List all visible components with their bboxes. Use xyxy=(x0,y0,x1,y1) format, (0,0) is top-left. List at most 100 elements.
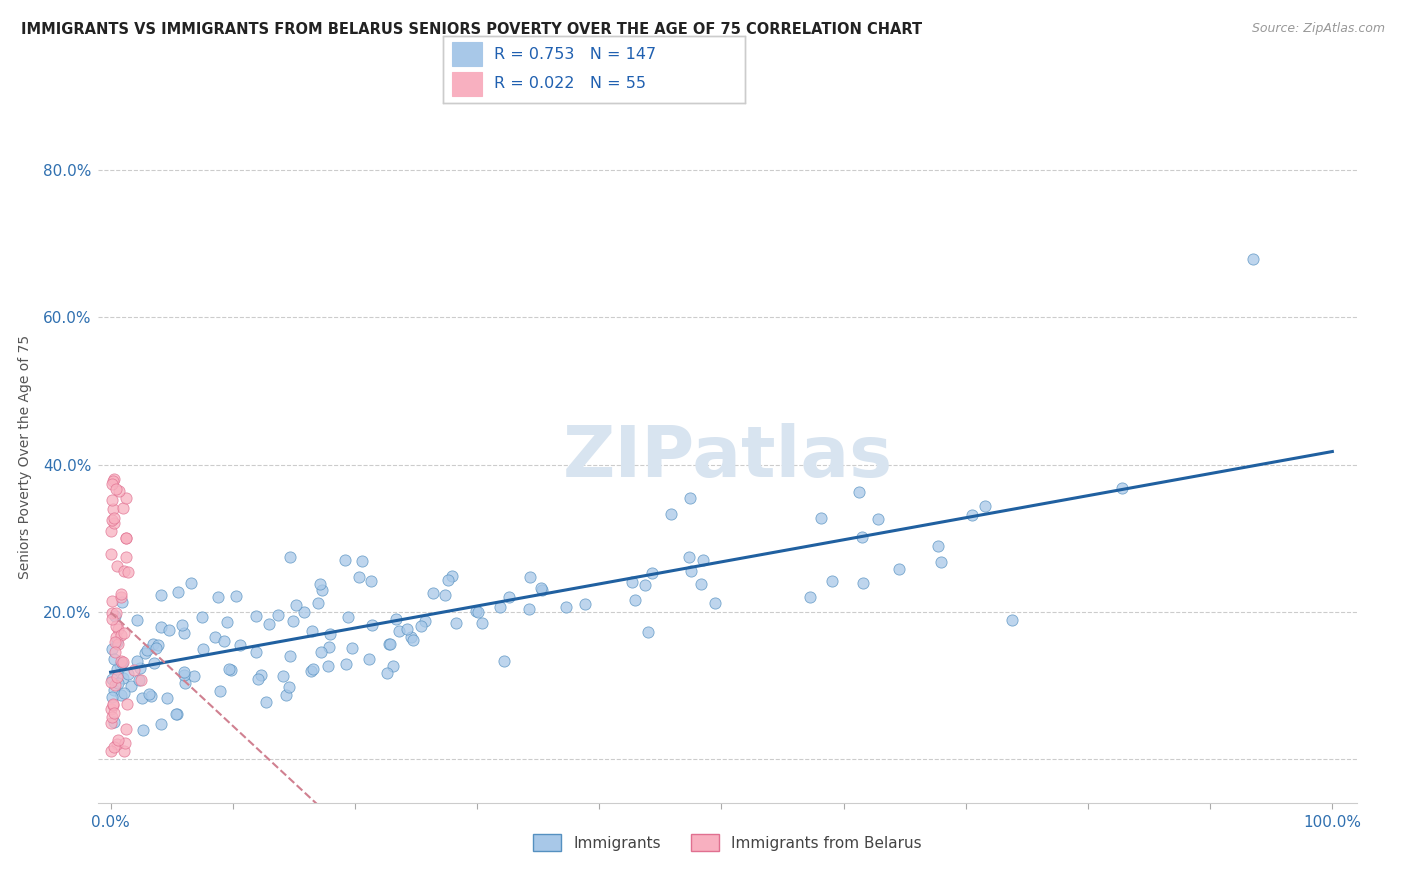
Point xyxy=(156,690,179,705)
Point xyxy=(810,511,832,525)
Point xyxy=(129,673,152,687)
Point xyxy=(927,539,949,553)
Point xyxy=(112,744,135,758)
Point xyxy=(444,615,467,630)
Point xyxy=(467,605,489,619)
Point xyxy=(960,508,983,522)
Point xyxy=(112,564,135,578)
Point xyxy=(100,607,122,621)
Point xyxy=(218,662,240,676)
Text: IMMIGRANTS VS IMMIGRANTS FROM BELARUS SENIORS POVERTY OVER THE AGE OF 75 CORRELA: IMMIGRANTS VS IMMIGRANTS FROM BELARUS SE… xyxy=(21,22,922,37)
Point xyxy=(574,597,596,611)
Point xyxy=(103,652,125,666)
Point xyxy=(681,564,703,578)
Point xyxy=(101,612,124,626)
Point xyxy=(380,637,402,651)
Point xyxy=(167,585,190,599)
Point xyxy=(422,586,444,600)
Point xyxy=(704,596,727,610)
Text: Source: ZipAtlas.com: Source: ZipAtlas.com xyxy=(1251,22,1385,36)
Point xyxy=(250,667,273,681)
Point xyxy=(415,614,437,628)
Point xyxy=(103,682,125,697)
Point xyxy=(318,640,340,655)
Point xyxy=(104,634,127,648)
Point xyxy=(104,645,127,659)
Point xyxy=(381,658,404,673)
Point xyxy=(278,549,301,564)
Point xyxy=(292,605,315,619)
Point xyxy=(360,574,382,588)
Point xyxy=(659,507,682,521)
Point xyxy=(105,635,128,649)
Point xyxy=(105,630,128,644)
Point xyxy=(103,510,125,524)
Y-axis label: Seniors Poverty Over the Age of 75: Seniors Poverty Over the Age of 75 xyxy=(18,335,32,579)
Point xyxy=(117,667,139,681)
Point xyxy=(319,627,342,641)
Point xyxy=(498,590,520,604)
Point xyxy=(110,628,132,642)
Point xyxy=(848,485,870,500)
Point xyxy=(148,638,170,652)
Point xyxy=(309,645,332,659)
Point xyxy=(692,553,714,567)
Point xyxy=(274,688,297,702)
Point xyxy=(281,614,304,628)
Point xyxy=(530,582,553,597)
Point xyxy=(316,659,339,673)
Point xyxy=(101,690,124,704)
Point xyxy=(103,697,125,711)
Point xyxy=(111,657,134,671)
Point xyxy=(929,555,952,569)
Point xyxy=(107,637,129,651)
Point xyxy=(679,491,702,505)
Point xyxy=(101,698,124,712)
Point xyxy=(180,575,202,590)
Point xyxy=(634,577,657,591)
Point xyxy=(108,483,131,498)
Point xyxy=(851,530,873,544)
Point xyxy=(101,710,124,724)
Point xyxy=(219,663,242,677)
Point xyxy=(620,575,643,590)
Point xyxy=(866,512,889,526)
Text: R = 0.753   N = 147: R = 0.753 N = 147 xyxy=(495,46,657,62)
Point xyxy=(278,680,301,694)
Legend: Immigrants, Immigrants from Belarus: Immigrants, Immigrants from Belarus xyxy=(527,828,928,857)
Point xyxy=(388,624,411,639)
Point xyxy=(311,582,333,597)
Point xyxy=(100,674,122,689)
Point xyxy=(128,660,150,674)
Point xyxy=(132,723,155,738)
Point xyxy=(173,667,195,681)
Point xyxy=(143,656,166,670)
Point xyxy=(104,619,127,633)
Point xyxy=(229,638,252,652)
Point xyxy=(114,531,136,545)
Point xyxy=(337,610,360,624)
Point xyxy=(111,671,134,685)
Point xyxy=(799,590,821,604)
Point xyxy=(104,482,127,496)
Point xyxy=(399,631,422,645)
Point xyxy=(301,624,323,638)
Point xyxy=(101,476,124,491)
Point xyxy=(103,706,125,721)
Point xyxy=(335,657,357,672)
Point xyxy=(117,565,139,579)
Point xyxy=(395,623,418,637)
Point xyxy=(107,622,129,636)
Point xyxy=(127,653,149,667)
Point xyxy=(173,665,195,679)
Point xyxy=(440,568,463,582)
Point xyxy=(135,643,157,657)
Point xyxy=(107,733,129,747)
Point xyxy=(166,706,188,721)
Point xyxy=(112,500,135,515)
Point xyxy=(887,562,910,576)
Point xyxy=(122,663,145,677)
Point xyxy=(110,590,132,604)
Point xyxy=(149,620,172,634)
Point xyxy=(112,655,135,669)
